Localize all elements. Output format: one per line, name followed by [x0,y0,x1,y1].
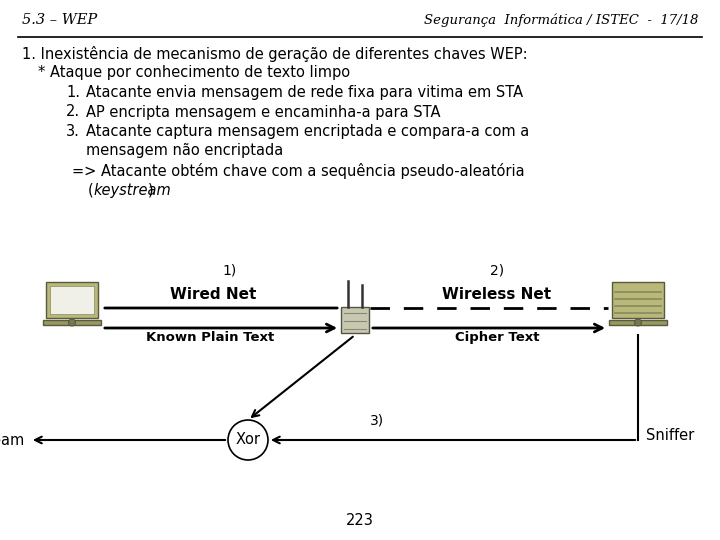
Text: Xor: Xor [235,433,261,448]
Text: 1.: 1. [66,85,80,100]
Text: 2.: 2. [66,105,80,119]
FancyBboxPatch shape [609,320,667,325]
Text: (: ( [88,183,94,198]
Text: AP encripta mensagem e encaminha-a para STA: AP encripta mensagem e encaminha-a para … [86,105,441,119]
Text: ): ) [148,183,153,198]
Text: 1): 1) [223,264,237,278]
Text: Wired Net: Wired Net [170,287,256,302]
Text: 223: 223 [346,513,374,528]
Text: 3): 3) [370,414,384,428]
Text: 1. Inexistência de mecanismo de geração de diferentes chaves WEP:: 1. Inexistência de mecanismo de geração … [22,46,528,62]
Text: 5.3 – WEP: 5.3 – WEP [22,13,97,27]
FancyBboxPatch shape [341,307,369,333]
FancyBboxPatch shape [612,282,664,318]
Text: keystream: keystream [93,183,171,198]
Text: Wireless Net: Wireless Net [442,287,552,302]
Text: Atacante envia mensagem de rede fixa para vitima em STA: Atacante envia mensagem de rede fixa par… [86,85,523,100]
Text: Sniffer: Sniffer [646,429,694,443]
Text: mensagem não encriptada: mensagem não encriptada [86,144,283,159]
Text: => Atacante obtém chave com a sequência pseudo-aleatória: => Atacante obtém chave com a sequência … [72,163,525,179]
Circle shape [634,319,642,326]
Text: * Ataque por conhecimento de texto limpo: * Ataque por conhecimento de texto limpo [38,65,350,80]
Circle shape [68,319,76,326]
Text: Known Plain Text: Known Plain Text [146,331,274,344]
Circle shape [228,420,268,460]
Text: keystream: keystream [0,433,25,448]
Text: Cipher Text: Cipher Text [455,331,539,344]
Text: 3.: 3. [66,124,80,139]
FancyBboxPatch shape [50,286,94,314]
Text: 2): 2) [490,264,504,278]
Text: Segurança  Informática / ISTEC  -  17/18: Segurança Informática / ISTEC - 17/18 [423,14,698,27]
FancyBboxPatch shape [46,282,98,318]
Text: Atacante captura mensagem encriptada e compara-a com a: Atacante captura mensagem encriptada e c… [86,124,529,139]
FancyBboxPatch shape [43,320,101,325]
